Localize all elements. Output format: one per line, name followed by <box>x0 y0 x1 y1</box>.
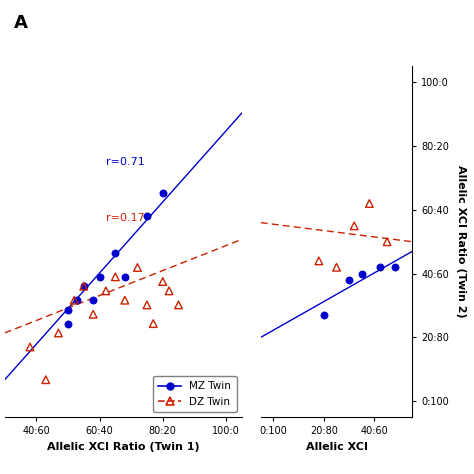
Point <box>121 273 128 281</box>
Point <box>165 287 173 295</box>
Point <box>102 287 109 295</box>
Y-axis label: Allelic XCI Ratio (Twin 2): Allelic XCI Ratio (Twin 2) <box>456 165 466 318</box>
Point <box>346 276 353 284</box>
Point <box>143 301 151 309</box>
Point <box>111 273 119 281</box>
Text: r=0.17: r=0.17 <box>106 213 145 223</box>
Point <box>149 320 157 328</box>
Text: A: A <box>14 14 28 32</box>
Point <box>90 296 97 304</box>
Point <box>333 264 340 271</box>
Point <box>350 222 358 229</box>
Point <box>376 264 383 271</box>
Point <box>96 273 103 281</box>
Point <box>383 238 391 246</box>
Point <box>80 283 88 290</box>
Point <box>159 278 166 285</box>
Point <box>134 264 141 271</box>
Point <box>320 311 328 319</box>
Point <box>315 257 323 264</box>
Point <box>80 283 88 290</box>
X-axis label: Allelic XCI: Allelic XCI <box>306 442 367 452</box>
X-axis label: Allelic XCI Ratio (Twin 1): Allelic XCI Ratio (Twin 1) <box>47 442 200 452</box>
Point <box>55 329 62 337</box>
Point <box>64 320 72 328</box>
Point <box>143 212 151 220</box>
Point <box>365 200 373 207</box>
Point <box>358 270 365 277</box>
Point <box>26 343 34 351</box>
Point <box>90 310 97 318</box>
Point <box>159 189 166 196</box>
Point <box>64 306 72 313</box>
Point <box>111 250 119 257</box>
Point <box>73 296 81 304</box>
Point <box>391 264 399 271</box>
Text: r=0.71: r=0.71 <box>106 156 145 166</box>
Point <box>42 376 50 383</box>
Point <box>175 301 182 309</box>
Point <box>71 296 78 304</box>
Point <box>121 296 128 304</box>
Legend: MZ Twin, DZ Twin: MZ Twin, DZ Twin <box>153 376 237 412</box>
